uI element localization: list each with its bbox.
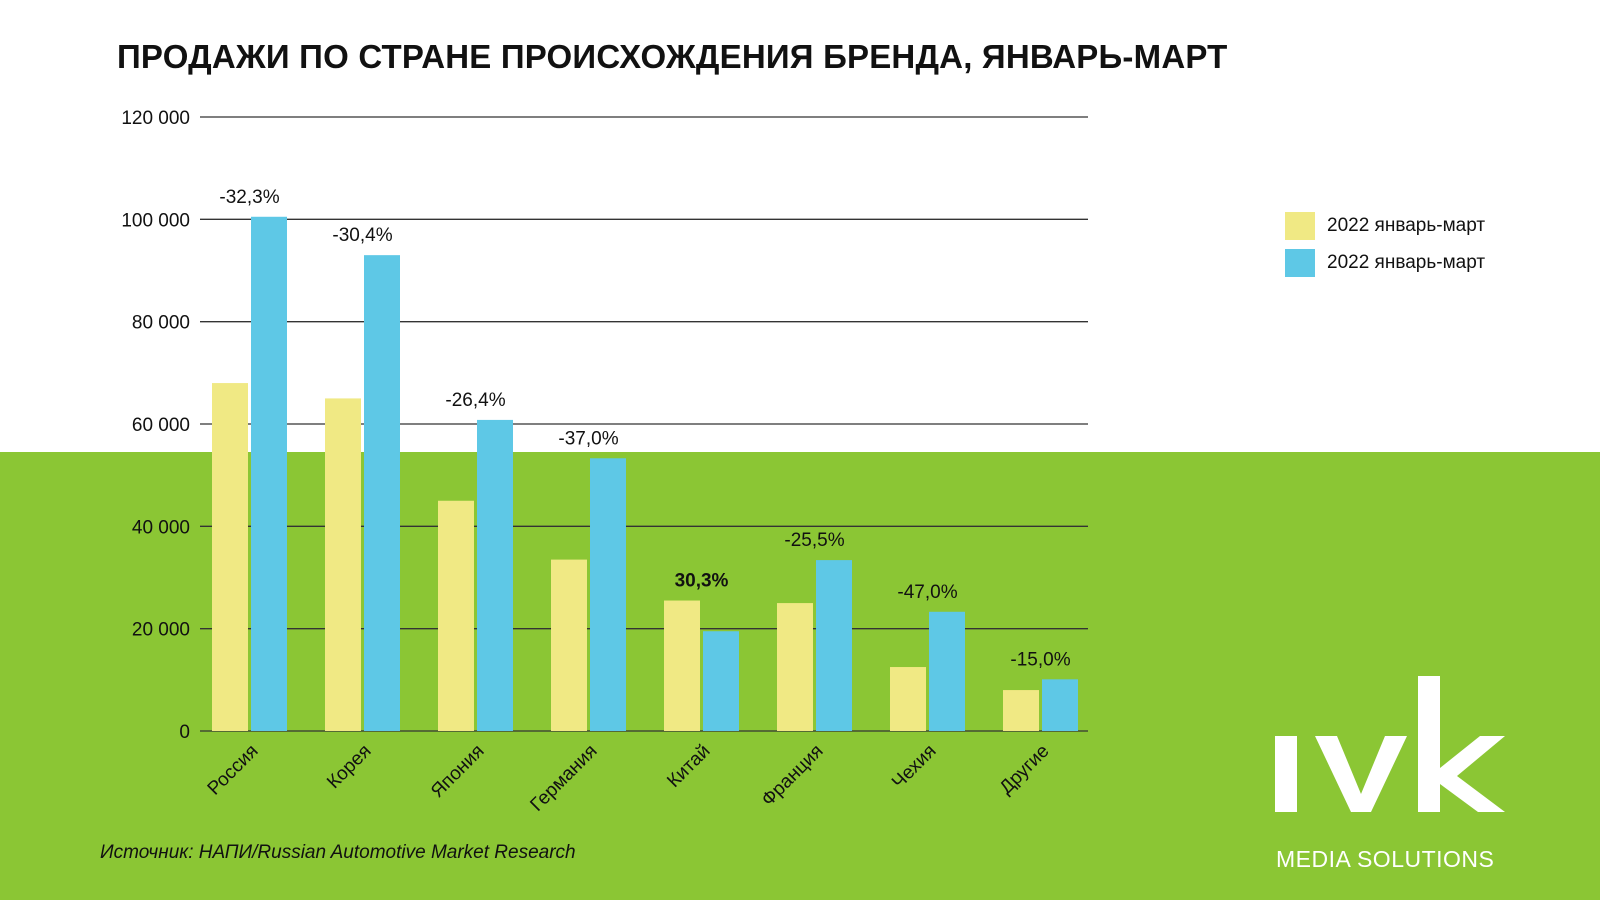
legend-item-series-1: 2022 январь-март [1285,212,1485,240]
bar-series-2 [703,631,739,731]
bars [212,216,1078,731]
x-tick-label: Франция [758,741,828,811]
legend-label-series-1: 2022 январь-март [1327,215,1486,236]
change-label: -37,0% [558,428,618,449]
legend: 2022 январь-март 2022 январь-март [1285,212,1485,286]
change-label: -32,3% [219,187,279,208]
bar-series-1 [551,559,587,731]
bar-series-1 [890,667,926,731]
change-label: -30,4% [332,225,392,246]
x-axis-tick-labels: Россия Корея Япония Германия Китай Франция Чех… [204,741,1054,816]
y-tick-label: 100 000 [121,210,190,231]
change-label: -15,0% [1010,649,1070,670]
y-tick-label: 60 000 [132,415,190,436]
y-axis-tick-labels: 0 20 000 40 000 60 000 80 000 100 000 120 000 [121,108,190,743]
x-tick-label: Россия [204,741,263,800]
bar-series-2 [477,419,513,731]
chart-title: ПРОДАЖИ ПО СТРАНЕ ПРОИСХОЖДЕНИЯ БРЕНДА, … [117,38,1228,75]
change-label: -26,4% [445,390,505,411]
x-tick-label: Корея [323,741,375,793]
bar-series-1 [777,603,813,731]
bar-series-2 [1042,679,1078,731]
bar-series-1 [212,383,248,731]
x-tick-label: Китай [663,741,714,792]
y-tick-label: 80 000 [132,313,190,334]
change-label: -47,0% [897,582,957,603]
logo-subtitle: MEDIA SOLUTIONS [1276,846,1495,872]
legend-swatch-series-1 [1285,212,1315,240]
bar-series-2 [251,216,287,731]
bar-series-1 [438,500,474,731]
y-tick-label: 40 000 [132,517,190,538]
legend-label-series-2: 2022 январь-март [1327,252,1486,273]
y-tick-label: 120 000 [121,108,190,129]
x-tick-label: Германия [526,741,601,816]
bar-series-2 [590,458,626,731]
change-label: -25,5% [784,530,844,551]
source-note: Источник: НАПИ/Russian Automotive Market… [100,842,576,863]
bar-series-2 [364,255,400,731]
ivk-logo [1275,676,1505,812]
x-tick-label: Чехия [888,741,940,793]
y-tick-label: 0 [179,722,190,743]
change-labels: -32,3% -30,4% -26,4% -37,0% 30,3% -25,5% -47,0… [219,187,1070,671]
legend-swatch-series-2 [1285,249,1315,277]
bar-series-1 [664,600,700,731]
bar-series-2 [816,560,852,731]
bar-series-1 [325,398,361,731]
x-tick-label: Другие [996,741,1054,799]
bar-series-2 [929,611,965,731]
x-tick-label: Япония [427,741,489,803]
bar-series-1 [1003,690,1039,731]
change-label: 30,3% [675,571,729,592]
y-tick-label: 20 000 [132,620,190,641]
legend-item-series-2: 2022 январь-март [1285,249,1485,277]
